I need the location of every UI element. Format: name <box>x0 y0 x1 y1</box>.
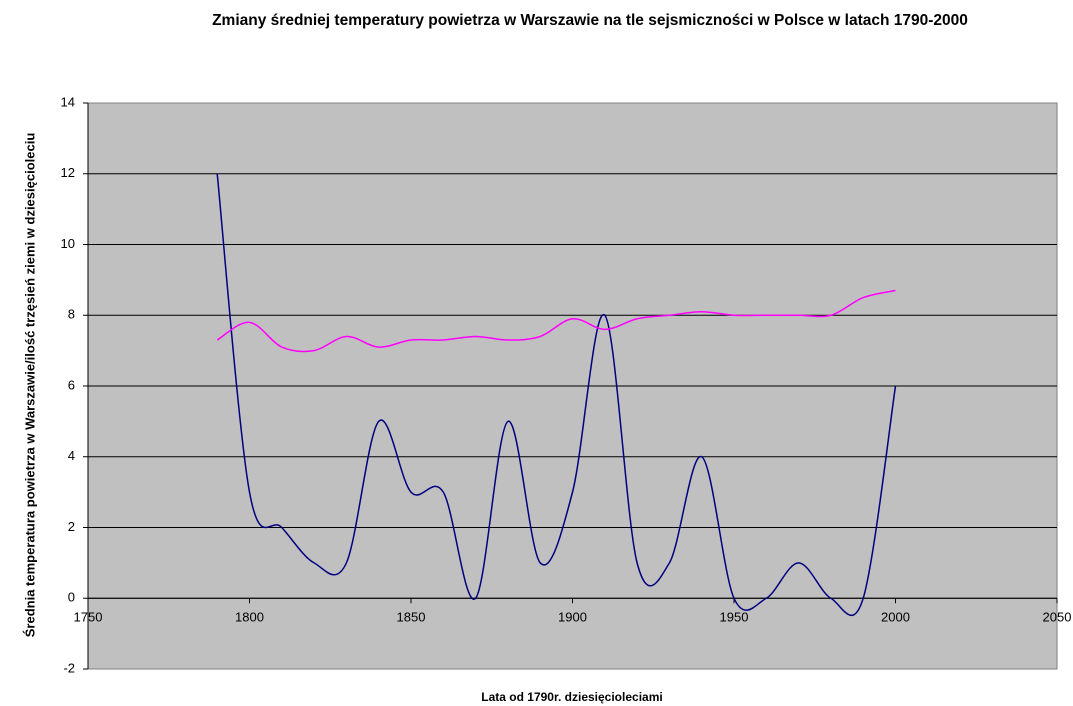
y-tick-label: 10 <box>61 236 75 251</box>
y-tick-label: 6 <box>68 377 75 392</box>
x-axis-label: Lata od 1790r. dziesięcioleciami <box>481 690 663 704</box>
y-tick-label: 12 <box>61 165 75 180</box>
x-tick-label: 1900 <box>558 610 587 625</box>
series-line <box>216 289 896 353</box>
y-tick-label: -2 <box>63 660 75 675</box>
x-tick-label: 2050 <box>1043 610 1072 625</box>
x-tick-label: 1750 <box>74 610 103 625</box>
x-tick-label: 1950 <box>720 610 749 625</box>
chart: -2 0 2 4 6 8 10 12 14 1750 1800 1850 1900 1950 2000 205… <box>61 94 1072 675</box>
y-tick-label: 0 <box>68 590 75 605</box>
x-tick-label: 1850 <box>397 610 426 625</box>
y-tick-label: 14 <box>61 94 75 109</box>
y-tick-label: 8 <box>68 307 75 322</box>
series-line <box>216 173 897 617</box>
x-tick-label: 2000 <box>881 610 910 625</box>
x-tick-label: 1800 <box>235 610 264 625</box>
y-tick-label: 2 <box>68 519 75 534</box>
chart-title: Zmiany średniej temperatury powietrza w … <box>212 12 968 29</box>
y-tick-label: 4 <box>68 448 75 463</box>
